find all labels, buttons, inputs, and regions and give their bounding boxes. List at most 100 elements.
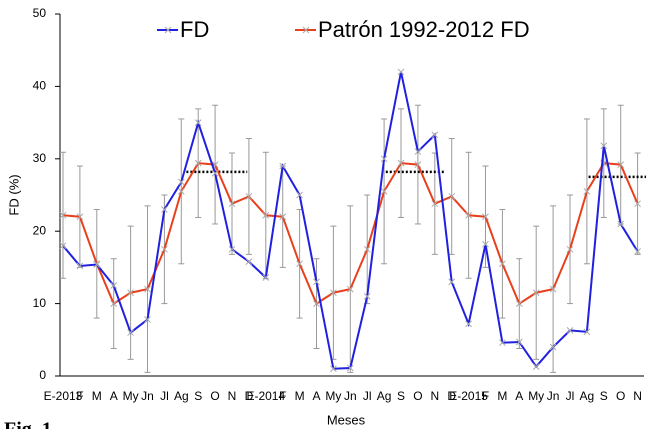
point-marker (397, 68, 405, 76)
point-marker (262, 211, 270, 219)
point-marker (262, 274, 270, 281)
x-tick-label: Jn (141, 389, 154, 403)
point-marker (346, 364, 354, 372)
x-axis-label: Meses (327, 412, 366, 427)
point-marker (245, 258, 253, 265)
point-marker (296, 260, 303, 268)
y-tick-label: 40 (33, 79, 47, 93)
x-tick-label: N (228, 389, 237, 403)
point-marker (448, 193, 456, 200)
y-tick-label: 10 (33, 296, 47, 310)
point-marker (634, 248, 641, 255)
x-tick-label: My (325, 389, 341, 403)
point-marker (465, 211, 472, 219)
point-marker (465, 320, 472, 328)
point-marker (346, 285, 354, 293)
point-marker (414, 148, 422, 155)
point-marker (144, 316, 151, 323)
x-tick-label: O (413, 389, 422, 403)
x-tick-label: S (194, 389, 202, 403)
point-marker (330, 365, 337, 373)
x-tick-label: M (295, 389, 305, 403)
point-marker (431, 200, 439, 208)
x-tick-label: My (528, 389, 544, 403)
x-tick-label: Jl (160, 389, 169, 403)
x-tick-label: F (482, 389, 489, 403)
x-tick-label: O (616, 389, 625, 403)
point-marker (127, 329, 134, 336)
x-tick-label: Ag (174, 389, 189, 403)
point-marker (110, 300, 118, 307)
point-marker (161, 206, 168, 213)
y-tick-label: 50 (33, 6, 47, 20)
point-marker (279, 162, 287, 170)
point-marker (363, 293, 371, 300)
y-tick-label: 20 (33, 223, 47, 237)
point-marker (414, 161, 422, 168)
x-tick-label: M (92, 389, 102, 403)
x-tick-label: E-2015 (449, 389, 488, 403)
point-marker (144, 285, 151, 293)
point-marker (177, 178, 185, 186)
legend-label: FD (180, 17, 209, 42)
point-marker (499, 260, 506, 268)
point-marker (482, 240, 489, 248)
point-marker (245, 193, 253, 200)
x-tick-label: D (447, 389, 456, 403)
point-marker (228, 245, 236, 253)
point-marker (397, 159, 405, 167)
x-tick-label: Jn (547, 389, 560, 403)
point-marker (76, 262, 84, 270)
point-marker (313, 278, 320, 286)
legend-label: Patrón 1992-2012 FD (318, 17, 530, 42)
x-tick-label: D (245, 389, 254, 403)
point-marker (363, 245, 371, 253)
x-tick-label: F (76, 389, 83, 403)
point-marker (127, 289, 134, 297)
point-marker (583, 188, 591, 195)
point-marker (76, 213, 84, 221)
point-marker (431, 131, 439, 139)
point-marker (194, 159, 202, 167)
point-marker (93, 261, 101, 268)
x-tick-label: F (279, 389, 286, 403)
point-marker (110, 282, 118, 289)
point-marker (482, 213, 489, 221)
point-marker (279, 213, 287, 221)
point-marker (617, 220, 625, 228)
point-marker (313, 300, 320, 307)
point-marker (499, 339, 506, 347)
point-marker (177, 188, 185, 195)
point-marker (296, 191, 303, 199)
x-tick-label: A (515, 389, 523, 403)
point-marker (566, 327, 574, 334)
point-marker (194, 119, 202, 126)
point-marker (59, 211, 67, 219)
x-tick-label: M (497, 389, 507, 403)
point-marker (549, 343, 557, 351)
y-axis-label: FD (%) (6, 174, 21, 215)
point-marker (448, 278, 456, 286)
point-marker (380, 155, 388, 163)
x-tick-label: E-2014 (246, 389, 285, 403)
x-tick-label: Jl (363, 389, 372, 403)
point-marker (515, 338, 523, 346)
figure-label: Fig. 1 (4, 419, 52, 429)
point-marker (600, 142, 608, 150)
point-marker (515, 300, 523, 307)
x-tick-label: Ag (580, 389, 595, 403)
point-marker (380, 188, 388, 195)
point-marker (161, 245, 168, 253)
x-tick-label: Jl (566, 389, 575, 403)
point-marker (330, 289, 337, 297)
x-tick-label: My (123, 389, 139, 403)
point-marker (532, 363, 540, 370)
y-tick-label: 30 (33, 151, 47, 165)
x-tick-label: N (430, 389, 439, 403)
x-tick-label: N (633, 389, 642, 403)
point-marker (532, 289, 540, 297)
x-tick-label: S (600, 389, 608, 403)
point-marker (211, 169, 219, 177)
point-marker (549, 285, 557, 293)
